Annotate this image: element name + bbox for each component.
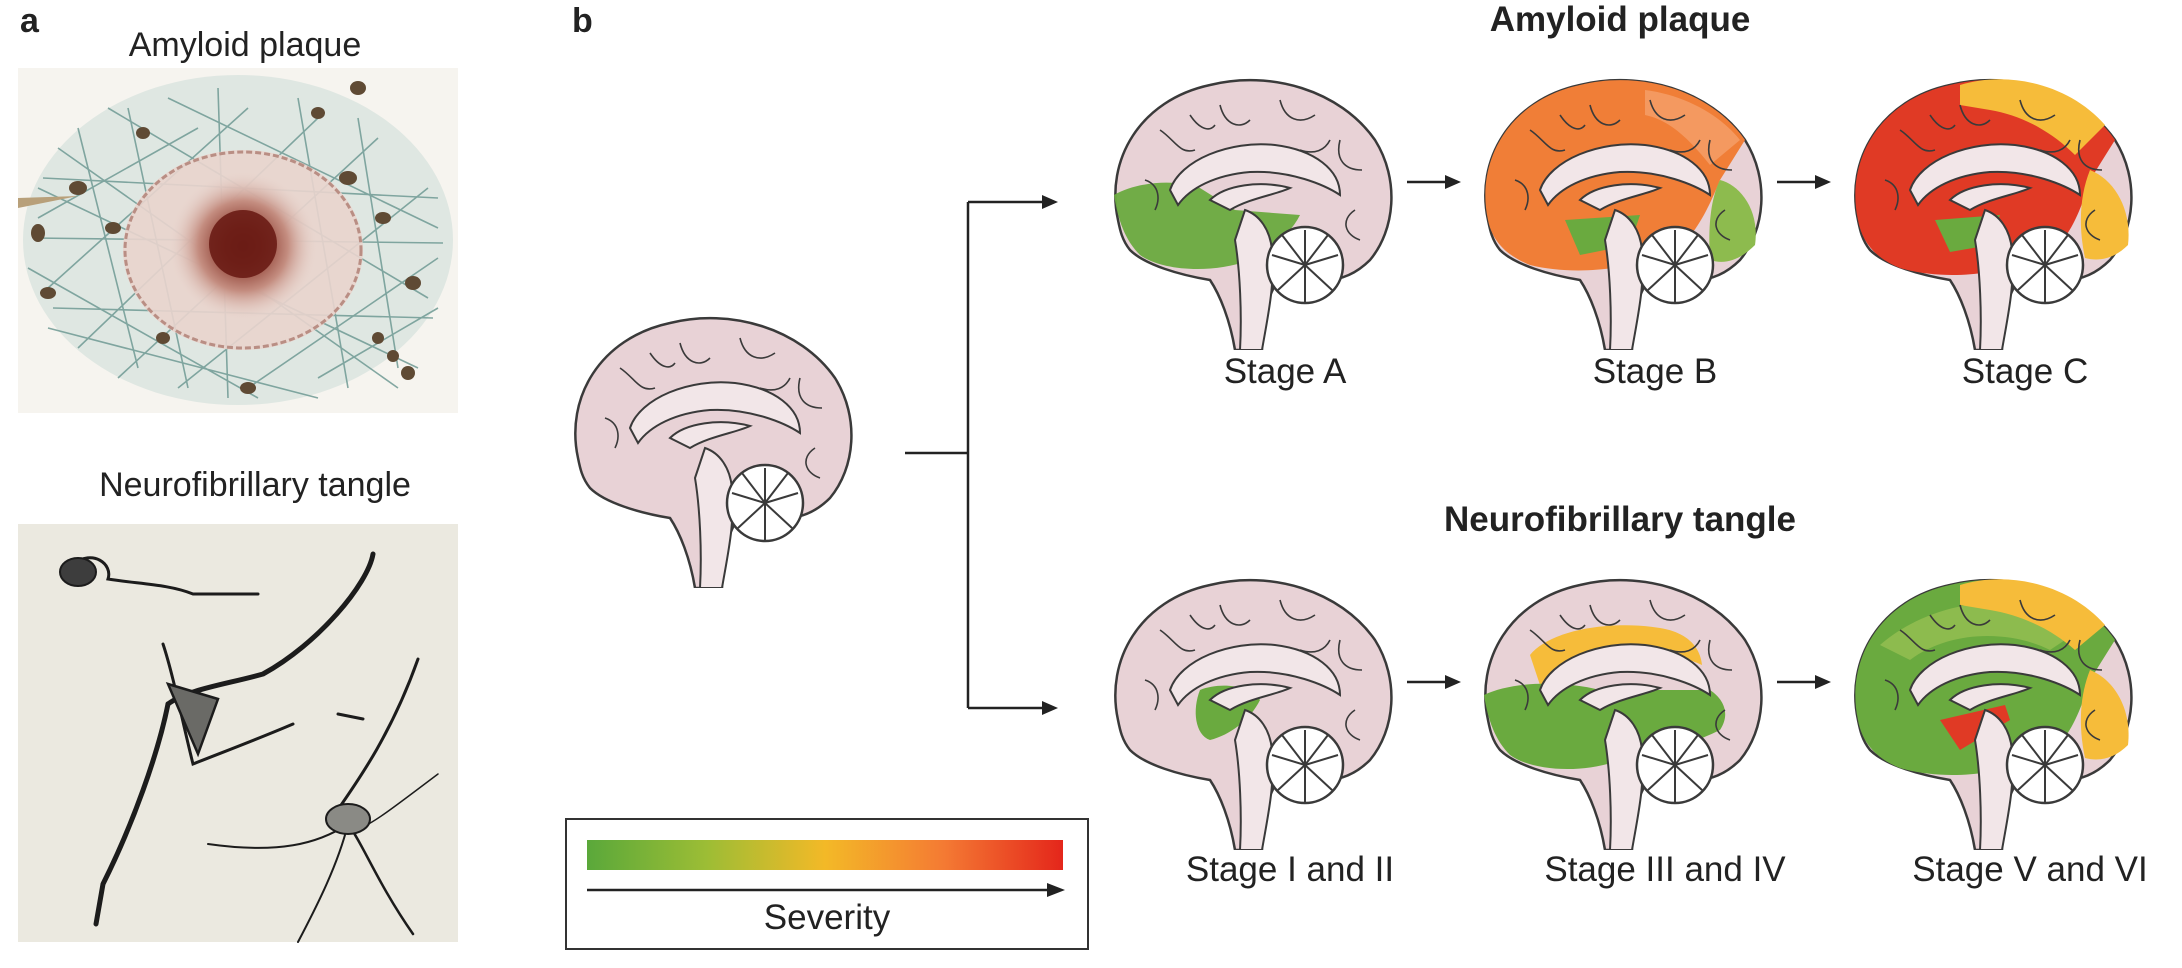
tangle-stage-i-ii-label: Stage I and II (1185, 850, 1395, 889)
amyloid-stage-a-brain (1114, 70, 1400, 350)
amyloid-plaque-micrograph (18, 68, 458, 413)
severity-gradient-bar (587, 840, 1063, 870)
tangle-stage-v-vi-brain (1840, 570, 2140, 850)
branch-arrows (905, 195, 1058, 715)
tangle-arrow-iii-iv-to-v-vi (1777, 675, 1831, 689)
amyloid-stage-b-brain (1470, 70, 1770, 350)
severity-arrow (587, 883, 1065, 897)
arrow-head-down-branch (1042, 701, 1058, 715)
panel-a-letter: a (20, 2, 39, 40)
neurofibrillary-tangle-drawing (18, 524, 458, 943)
neurofibrillary-tangle-image-title: Neurofibrillary tangle (99, 466, 411, 504)
amyloid-plaque-image-title: Amyloid plaque (128, 26, 362, 64)
amyloid-row-title: Amyloid plaque (1489, 0, 1751, 39)
tangle-stage-iii-iv-label: Stage III and IV (1544, 850, 1786, 889)
amyloid-stage-b-label: Stage B (1592, 352, 1718, 391)
initial-brain-illustration (560, 308, 860, 588)
tangle-stage-iii-iv-brain (1484, 570, 1770, 850)
severity-label: Severity (763, 898, 891, 937)
amyloid-stage-c-label: Stage C (1961, 352, 2089, 391)
amyloid-arrow-b-to-c (1777, 175, 1831, 189)
amyloid-stage-a-label: Stage A (1223, 352, 1347, 391)
amyloid-arrow-a-to-b (1407, 175, 1461, 189)
tangle-stage-i-ii-brain (1100, 570, 1400, 850)
tangle-stage-v-vi-label: Stage V and VI (1912, 850, 2148, 889)
severity-legend: Severity (565, 818, 1089, 950)
tangle-row-title: Neurofibrillary tangle (1443, 500, 1797, 539)
amyloid-stage-c-brain (1840, 70, 2140, 350)
panel-b-letter: b (572, 2, 593, 40)
tangle-arrow-i-ii-to-iii-iv (1407, 675, 1461, 689)
arrow-head-up-branch (1042, 195, 1058, 209)
